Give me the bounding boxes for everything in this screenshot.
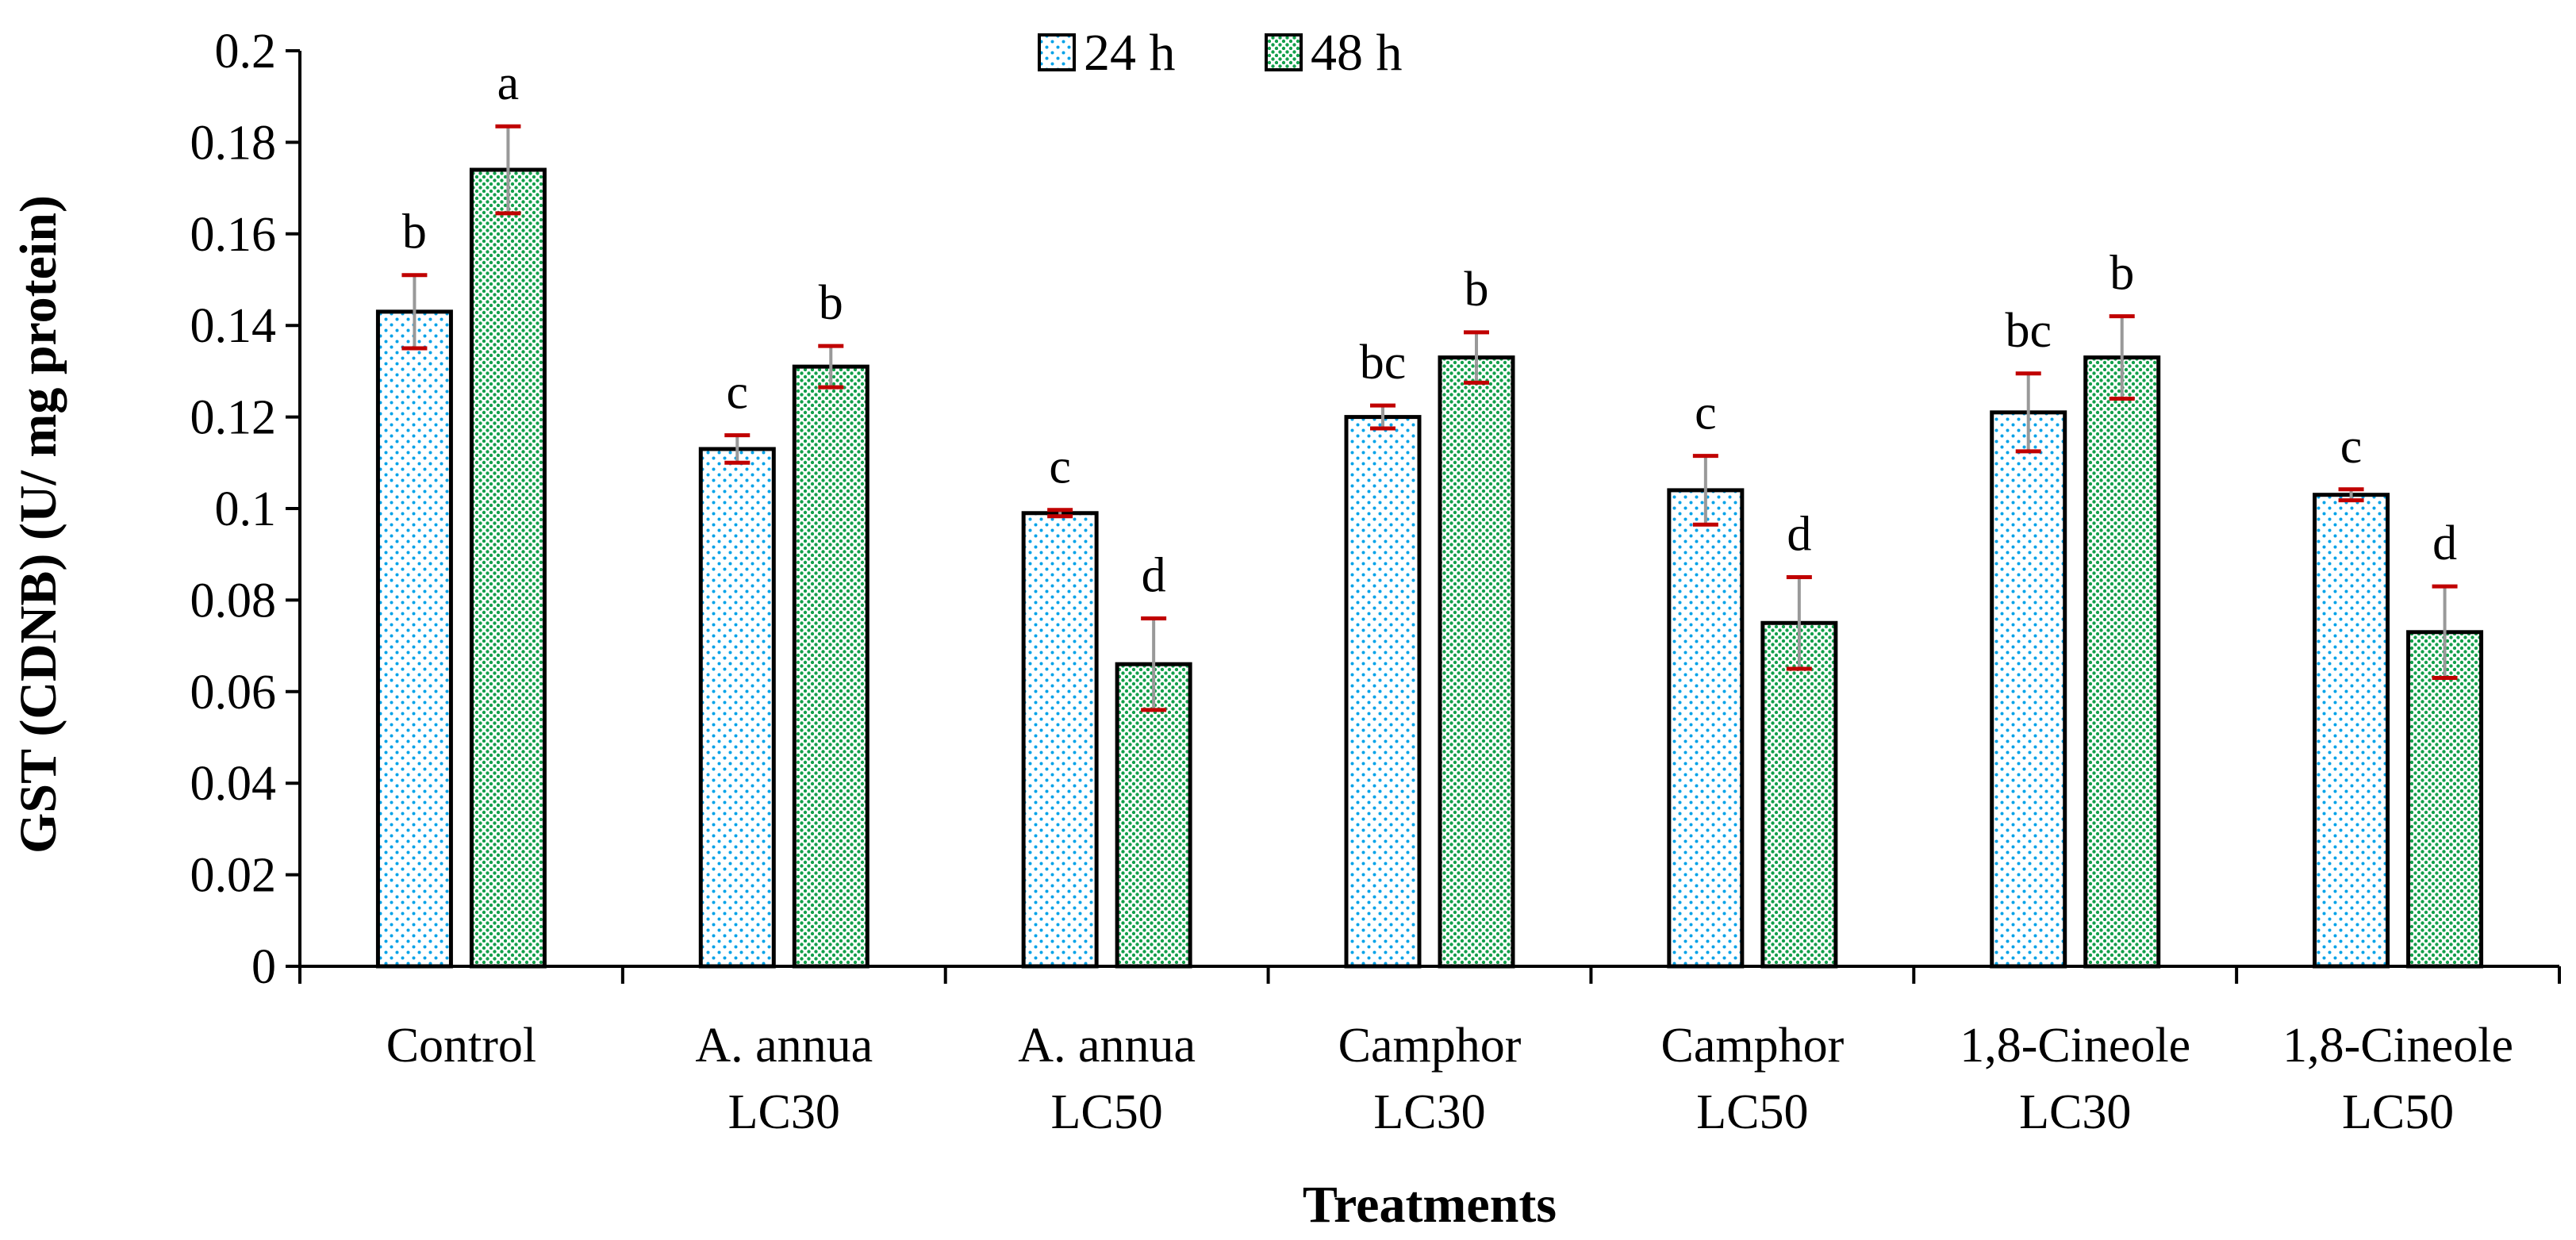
y-tick-label: 0.16 <box>190 208 277 262</box>
y-tick-label: 0.04 <box>190 757 277 811</box>
significance-label: c <box>1695 386 1717 440</box>
bar <box>2083 355 2161 969</box>
axes: 0 0.02 0.04 0.06 0.08 0.1 0.12 0.14 0.16 0.18 0.2 C… <box>190 25 2561 1234</box>
significance-label: bc <box>1360 336 1407 390</box>
significance-label: bc <box>2005 304 2052 358</box>
x-category-label: A. annua <box>1018 1019 1196 1073</box>
significance-label: d <box>2432 516 2457 570</box>
bar <box>2406 630 2484 969</box>
legend-label: 48 h <box>1311 24 1403 82</box>
significance-label: c <box>727 366 749 420</box>
y-tick-label: 0 <box>251 940 276 994</box>
bar <box>469 167 547 969</box>
y-tick-label: 0.18 <box>190 116 277 170</box>
x-category-label: LC50 <box>1051 1085 1163 1139</box>
y-axis-title: GST (CDNB) (U/ mg protein) <box>10 195 67 854</box>
bar <box>792 364 870 969</box>
significance-label: c <box>1049 440 1071 494</box>
y-tick-label: 0.08 <box>190 574 277 628</box>
x-category-label: 1,8-Cineole <box>2282 1019 2513 1073</box>
significance-label: d <box>1787 508 1811 562</box>
bar <box>1021 511 1099 969</box>
x-category-label: Control <box>386 1019 536 1073</box>
y-tick-label: 0.14 <box>190 299 277 353</box>
x-category-label: 1,8-Cineole <box>1960 1019 2190 1073</box>
significance-label: b <box>819 276 843 330</box>
y-axis-title-group: GST (CDNB) (U/ mg protein) <box>10 195 67 854</box>
bar <box>1990 410 2067 969</box>
bar <box>1344 415 1422 969</box>
x-category-label: A. annua <box>695 1019 873 1073</box>
bar <box>2313 493 2390 969</box>
x-category-label: LC50 <box>1696 1085 1808 1139</box>
y-tick-label: 0.02 <box>190 849 277 903</box>
bar <box>1760 620 1838 969</box>
significance-label: b <box>1465 263 1489 317</box>
x-category-label: Camphor <box>1660 1019 1844 1073</box>
significance-label: d <box>1142 548 1166 602</box>
x-axis-title: Treatments <box>1303 1176 1557 1234</box>
bar <box>698 447 776 969</box>
x-category-label: LC30 <box>728 1085 840 1139</box>
significance-label: c <box>2340 420 2363 474</box>
y-tick-label: 0.06 <box>190 666 277 720</box>
y-tick-label: 0.1 <box>215 482 277 536</box>
bar <box>1115 662 1192 969</box>
x-category-label: LC30 <box>1373 1085 1485 1139</box>
significance-label: b <box>2110 247 2134 301</box>
x-category-label: LC30 <box>2019 1085 2131 1139</box>
x-category-label: LC50 <box>2342 1085 2454 1139</box>
y-tick-label: 0.12 <box>190 391 277 445</box>
x-category-label: Camphor <box>1338 1019 1522 1073</box>
bars <box>375 167 2484 969</box>
bar <box>375 309 453 969</box>
bar <box>1667 488 1745 969</box>
legend: 24 h 48 h <box>1038 24 1403 82</box>
legend-label: 24 h <box>1084 24 1176 82</box>
y-tick-label: 0.2 <box>215 25 277 79</box>
significance-label: a <box>497 56 520 110</box>
significance-label: b <box>402 205 427 259</box>
legend-swatch <box>1038 33 1076 71</box>
bar <box>1438 355 1515 969</box>
legend-swatch <box>1265 33 1303 71</box>
error-bars <box>401 124 2458 712</box>
